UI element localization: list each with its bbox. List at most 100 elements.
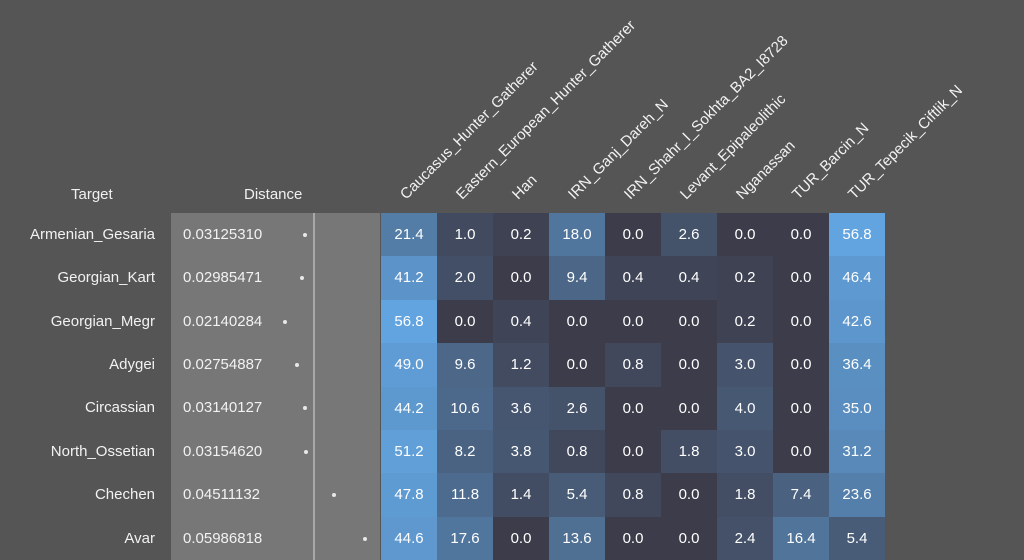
heatmap-cell: 0.0: [605, 213, 661, 257]
target-label[interactable]: Georgian_Megr: [50, 312, 155, 330]
heatmap-cell: 9.4: [549, 256, 605, 300]
target-label[interactable]: Circassian: [84, 399, 155, 417]
column-header: Han: [508, 171, 541, 203]
heatmap-cell: 0.0: [549, 299, 605, 344]
heatmap-cell: 56.8: [829, 213, 885, 257]
heatmap-cell: 3.8: [493, 430, 549, 474]
heatmap-cell: 1.4: [493, 473, 549, 517]
heatmap-cell: 1.8: [717, 473, 773, 517]
heatmap-cell: 0.0: [773, 256, 829, 300]
heatmap-cell: 0.0: [493, 256, 549, 300]
distance-dot: [303, 232, 307, 237]
heatmap-cell: 0.0: [605, 430, 661, 474]
heatmap-cell: 0.0: [773, 299, 829, 344]
heatmap-cell: 0.0: [661, 516, 717, 560]
heatmap-cell: 46.4: [829, 256, 885, 300]
heatmap-cell: 2.6: [661, 213, 717, 257]
heatmap-cell: 0.0: [773, 386, 829, 430]
heatmap-cell: 0.0: [605, 386, 661, 430]
heatmap-cell: 23.6: [829, 473, 885, 517]
heatmap-cell: 5.4: [549, 473, 605, 517]
column-header: IRN_Ganj_Dareh_N: [564, 96, 672, 203]
heatmap-cell: 0.0: [773, 213, 829, 257]
distance-dot: [303, 406, 308, 411]
heatmap-cell: 41.2: [381, 256, 437, 300]
heatmap-cell: 0.0: [605, 299, 661, 344]
heatmap-cell: 0.0: [661, 473, 717, 517]
distance-reference-line: [313, 213, 315, 560]
heatmap-cell: 4.0: [717, 386, 773, 430]
heatmap-cell: 0.0: [661, 386, 717, 430]
heatmap-cell: 2.0: [437, 256, 493, 300]
heatmap-cell: 31.2: [829, 430, 885, 474]
heatmap-cell: 1.8: [661, 430, 717, 474]
target-label[interactable]: Georgian_Kart: [57, 269, 155, 287]
heatmap-cell: 18.0: [549, 213, 605, 257]
heatmap-cell: 3.0: [717, 430, 773, 474]
distance-value: 0.03140127: [183, 399, 263, 417]
distance-value: 0.04511132: [183, 486, 261, 504]
distance-value: 0.02140284: [183, 312, 263, 330]
heatmap-cell: 51.2: [381, 430, 437, 474]
heatmap-cell: 17.6: [437, 516, 493, 560]
heatmap-cell: 1.0: [437, 213, 493, 257]
heatmap-cell: 0.0: [437, 299, 493, 344]
heatmap-cell: 0.0: [661, 343, 717, 387]
heatmap-cell: 8.2: [437, 430, 493, 474]
heatmap-cell: 13.6: [549, 516, 605, 560]
target-column-header: Target: [71, 186, 113, 203]
column-header: TUR_Tepecik_Ciftlik_N: [844, 81, 967, 203]
heatmap-cell: 0.8: [605, 473, 661, 517]
heatmap-cell: 0.0: [773, 343, 829, 387]
heatmap-cell: 0.0: [549, 343, 605, 387]
heatmap-cell: 0.2: [717, 256, 773, 300]
heatmap-cell: 56.8: [381, 299, 437, 344]
heatmap-cell: 47.8: [381, 473, 437, 517]
heatmap-cell: 35.0: [829, 386, 885, 430]
heatmap-cell: 0.4: [493, 299, 549, 344]
distance-value: 0.05986818: [183, 529, 263, 547]
distance-column-header: Distance: [244, 186, 303, 203]
heatmap-cell: 0.0: [717, 213, 773, 257]
distance-value: 0.02754887: [183, 355, 263, 373]
heatmap-cell: 0.0: [605, 516, 661, 560]
distance-dot: [303, 449, 308, 454]
distance-dot: [282, 319, 287, 324]
heatmap-cell: 49.0: [381, 343, 437, 387]
heatmap-cell: 0.0: [773, 430, 829, 474]
distance-dot: [331, 493, 336, 498]
column-header: Levant_Epipaleolithic: [676, 90, 790, 203]
heatmap-cell: 0.2: [717, 299, 773, 344]
heatmap-cell: 0.4: [605, 256, 661, 300]
heatmap-cell: 21.4: [381, 213, 437, 257]
heatmap-cell: 16.4: [773, 516, 829, 560]
target-label[interactable]: Armenian_Gesaria: [29, 225, 155, 243]
distance-dot: [362, 536, 367, 541]
heatmap-cell: 44.2: [381, 386, 437, 430]
target-label[interactable]: North_Ossetian: [50, 442, 155, 460]
heatmap-cell: 0.0: [661, 299, 717, 344]
target-label[interactable]: Avar: [124, 529, 155, 547]
distance-value: 0.03125310: [183, 225, 263, 243]
heatmap-cell: 44.6: [381, 516, 437, 560]
heatmap-cell: 0.8: [605, 343, 661, 387]
heatmap-cell: 42.6: [829, 299, 885, 344]
heatmap-cell: 11.8: [437, 473, 493, 517]
distance-dot: [300, 276, 305, 281]
heatmap-cell: 7.4: [773, 473, 829, 517]
heatmap-cell: 0.0: [493, 516, 549, 560]
distance-panel: [171, 213, 380, 560]
heatmap-cell: 3.6: [493, 386, 549, 430]
heatmap-cell: 0.8: [549, 430, 605, 474]
target-label[interactable]: Chechen: [94, 486, 155, 504]
heatmap-cell: 1.2: [493, 343, 549, 387]
heatmap-cell: 2.4: [717, 516, 773, 560]
heatmap-cell: 3.0: [717, 343, 773, 387]
distance-dot: [295, 362, 300, 367]
heatmap-cell: 5.4: [829, 516, 885, 560]
target-label[interactable]: Adygei: [109, 355, 155, 373]
heatmap-cell: 10.6: [437, 386, 493, 430]
distance-value: 0.02985471: [183, 269, 263, 287]
heatmap-cell: 0.4: [661, 256, 717, 300]
